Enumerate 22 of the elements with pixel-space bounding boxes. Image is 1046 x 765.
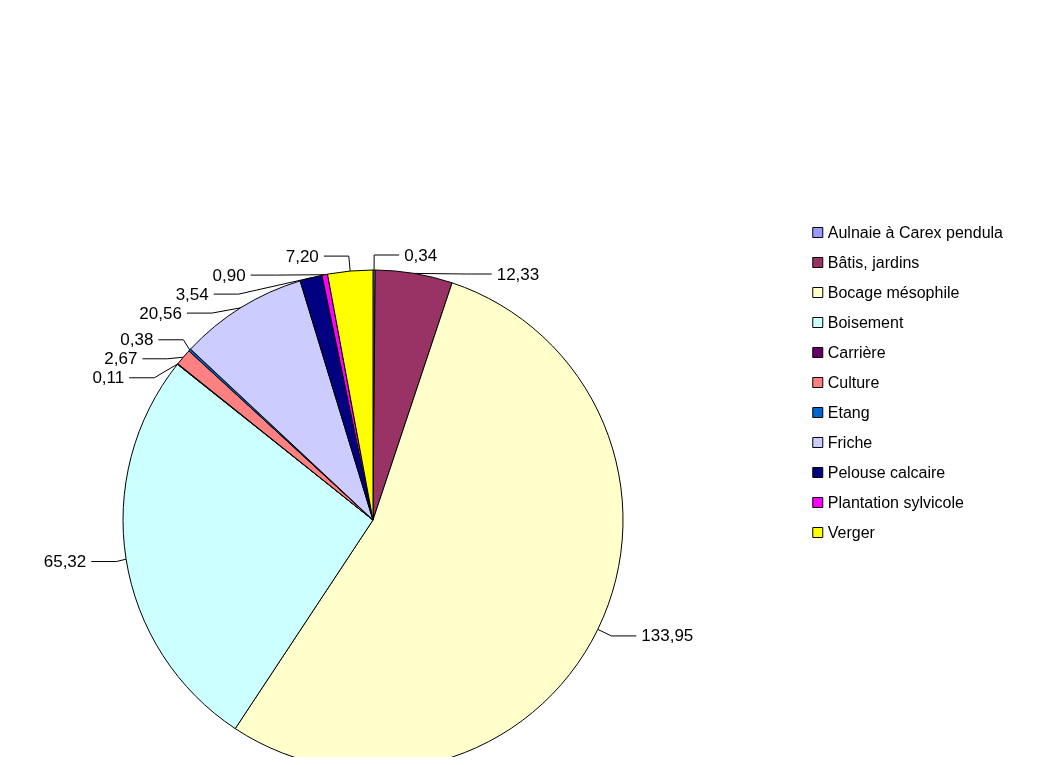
- legend-label: Pelouse calcaire: [827, 464, 946, 481]
- data-label: 0,38: [120, 330, 154, 350]
- data-label: 7,20: [285, 246, 319, 266]
- data-label: 2,67: [104, 349, 138, 369]
- data-label: 0,34: [404, 245, 438, 265]
- legend-label: Bâtis, jardins: [827, 254, 920, 271]
- data-label: 133,95: [641, 626, 694, 646]
- data-label: 12,33: [496, 264, 540, 284]
- legend-label: Aulnaie à Carex pendula: [827, 224, 1004, 241]
- legend-label: Bocage mésophile: [827, 284, 960, 301]
- legend-label: Carrière: [827, 344, 886, 361]
- legend-label: Boisement: [827, 314, 904, 331]
- data-label: 0,11: [92, 368, 125, 388]
- legend-label: Plantation sylvicole: [827, 494, 964, 511]
- legend-label: Friche: [827, 434, 873, 451]
- data-label: 65,32: [43, 552, 87, 572]
- data-label: 3,54: [175, 284, 209, 304]
- data-label: 20,56: [139, 303, 182, 323]
- data-label: 0,90: [212, 265, 246, 285]
- legend-label: Etang: [827, 404, 870, 421]
- legend-label: Verger: [827, 524, 876, 541]
- legend-label: Culture: [827, 374, 880, 391]
